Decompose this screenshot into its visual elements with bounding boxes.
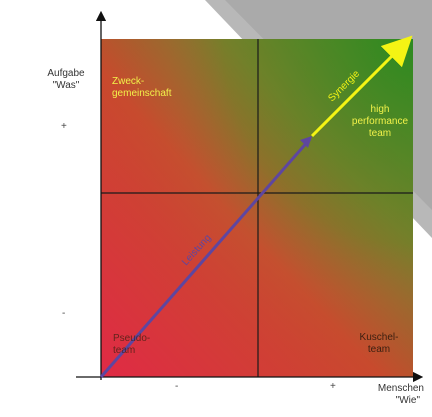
arrow-leistung-head [300,136,312,148]
quadrant-label-pseudoteam: Pseudo- team [113,333,150,357]
arrow-synergie [310,35,413,138]
quadrant-label-line: Kuschel- [359,332,399,343]
quadrant-label-line: gemeinschaft [112,88,172,99]
y-axis-plus-marker: + [61,121,67,132]
x-axis-plus-marker: + [330,381,336,392]
x-axis-label: Menschen "Wie" [346,383,424,407]
y-axis-label-line1: Aufgabe [47,68,85,79]
x-axis-label-line1: Menschen [377,383,424,394]
quadrant-label-zweckgemeinschaft: Zweck- gemeinschaft [112,76,171,100]
x-axis-minus-marker: - [175,381,179,392]
quadrant-glow [101,39,413,377]
quadrant-label-line: team [368,128,392,139]
quadrant-label-line: Pseudo- [113,333,151,344]
quadrant-label-line: high [370,104,390,115]
y-axis-label: Aufgabe "Was" [36,68,96,92]
quadrant-label-high-performance-team: high performance team [344,104,416,140]
x-axis-label-line2: "Wie" [395,395,420,406]
quadrant-label-line: team [113,345,136,356]
arrow-leistung [99,138,312,378]
quadrant-label-line: team [367,344,391,355]
quadrant-label-line: Zweck- [112,76,145,87]
y-axis-label-line2: "Was" [52,80,80,91]
y-axis-minus-marker: - [62,308,66,319]
quadrant-label-line: performance [351,116,409,127]
quadrant-label-kuschelteam: Kuschel- team [350,332,408,356]
